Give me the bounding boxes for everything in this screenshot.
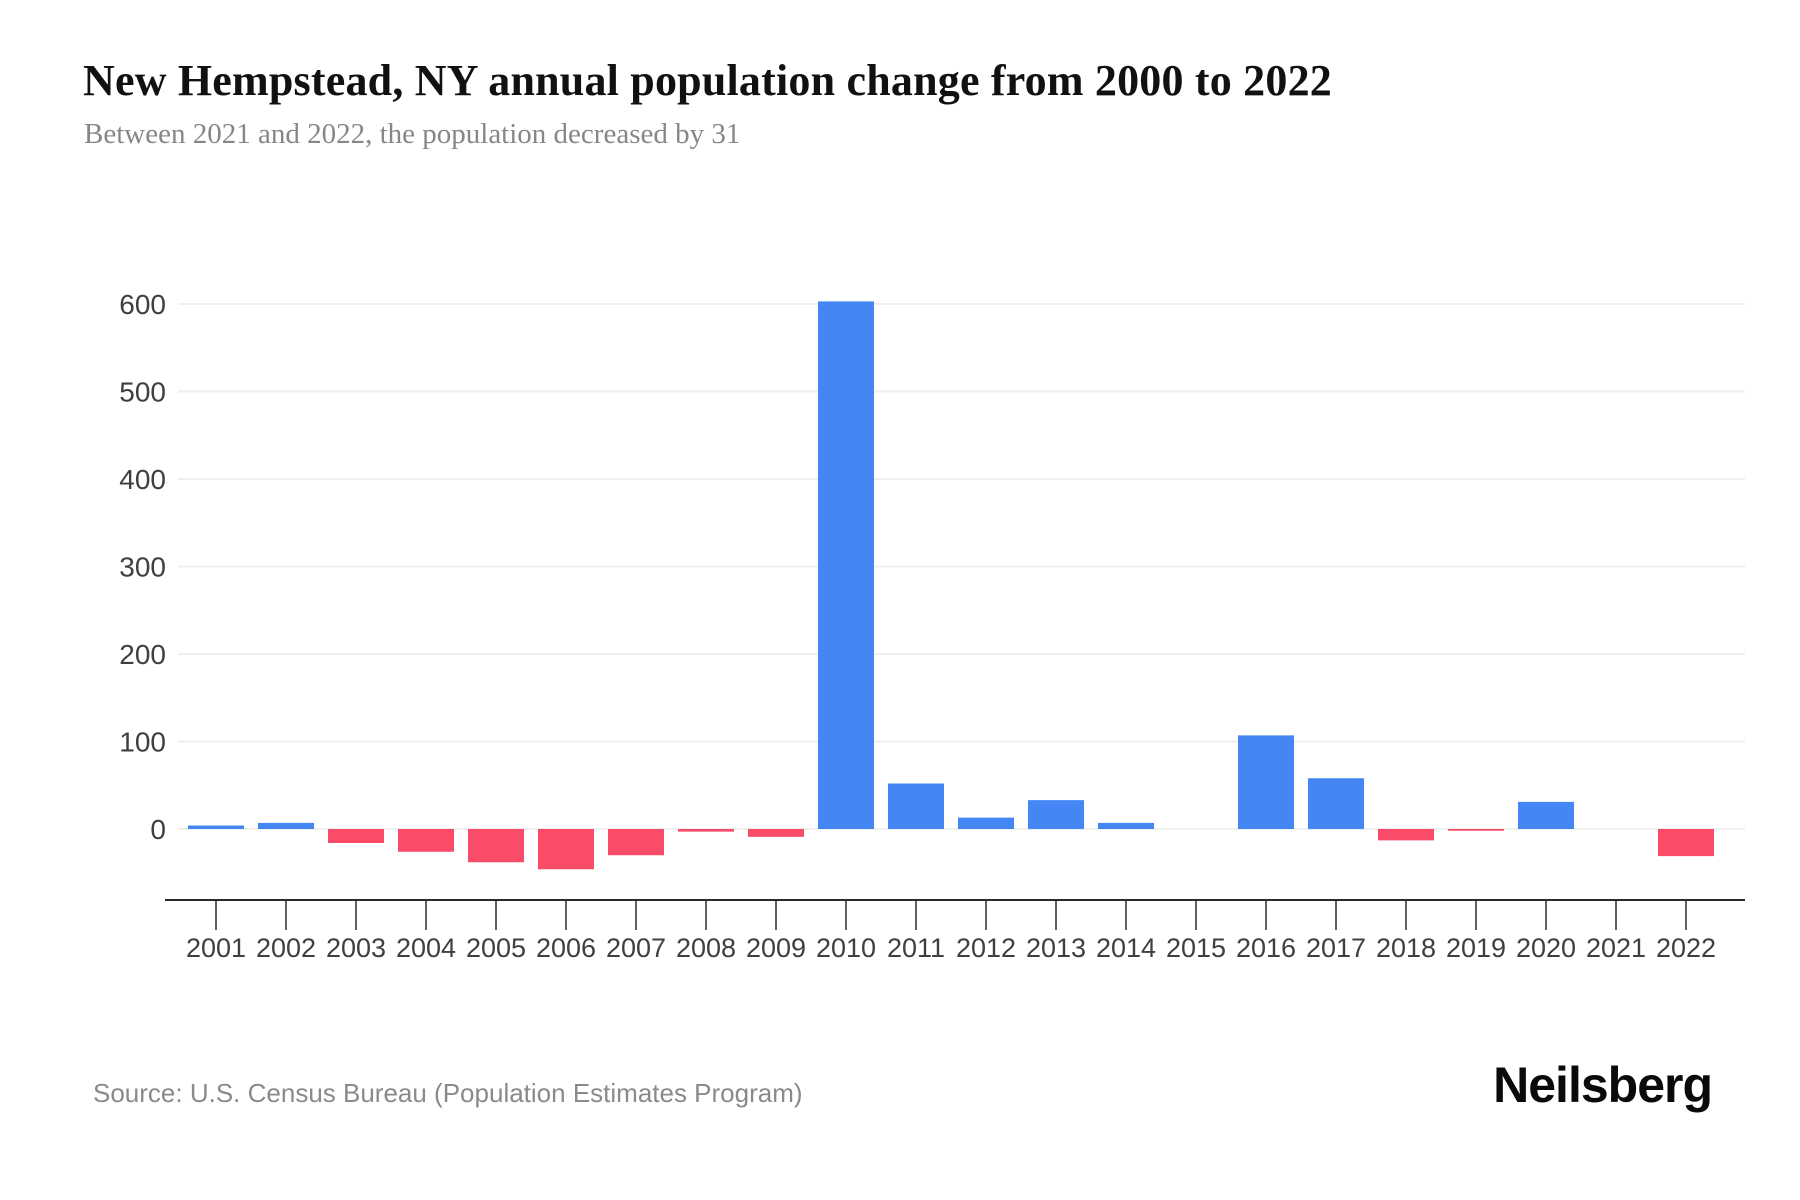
bar-2019[interactable] bbox=[1448, 829, 1504, 831]
x-axis-label-2015: 2015 bbox=[1166, 933, 1226, 963]
x-axis-label-2008: 2008 bbox=[676, 933, 736, 963]
x-axis-label-2002: 2002 bbox=[256, 933, 316, 963]
x-axis-label-2003: 2003 bbox=[326, 933, 386, 963]
brand-logo: Neilsberg bbox=[1493, 1057, 1713, 1113]
bar-2014[interactable] bbox=[1098, 822, 1154, 829]
x-axis-label-2001: 2001 bbox=[186, 933, 246, 963]
x-axis-label-2005: 2005 bbox=[466, 933, 526, 963]
bar-2022[interactable] bbox=[1658, 829, 1714, 857]
x-axis-label-2019: 2019 bbox=[1446, 933, 1506, 963]
bar-chart-plot: 0 100 200 300 400 500 600 2001 2002 2003 2004 2005 2… bbox=[119, 289, 1745, 963]
x-axis-label-2006: 2006 bbox=[536, 933, 596, 963]
bar-2021[interactable] bbox=[1588, 828, 1644, 830]
chart-subtitle: Between 2021 and 2022, the population de… bbox=[84, 118, 741, 150]
bar-2007[interactable] bbox=[608, 829, 664, 856]
x-axis-label-2021: 2021 bbox=[1586, 933, 1646, 963]
bar-2017[interactable] bbox=[1308, 778, 1364, 829]
bar-2003[interactable] bbox=[328, 829, 384, 843]
y-axis-label-0: 0 bbox=[150, 814, 166, 845]
bar-2018[interactable] bbox=[1378, 829, 1434, 841]
x-axis-label-2022: 2022 bbox=[1656, 933, 1716, 963]
y-axis-label-400: 400 bbox=[119, 464, 166, 495]
bar-2020[interactable] bbox=[1518, 801, 1574, 829]
bar-2002[interactable] bbox=[258, 822, 314, 829]
x-axis-label-2017: 2017 bbox=[1306, 933, 1366, 963]
bar-2005[interactable] bbox=[468, 829, 524, 863]
x-axis-label-2018: 2018 bbox=[1376, 933, 1436, 963]
bar-2004[interactable] bbox=[398, 829, 454, 852]
bar-2016[interactable] bbox=[1238, 735, 1294, 829]
y-axis-label-600: 600 bbox=[119, 289, 166, 320]
x-axis-label-2007: 2007 bbox=[606, 933, 666, 963]
bar-2009[interactable] bbox=[748, 829, 804, 837]
bar-2015[interactable] bbox=[1168, 828, 1224, 830]
y-axis-label-100: 100 bbox=[119, 727, 166, 758]
y-axis-label-200: 200 bbox=[119, 639, 166, 670]
source-note: Source: U.S. Census Bureau (Population E… bbox=[93, 1078, 803, 1108]
x-axis-label-2004: 2004 bbox=[396, 933, 456, 963]
bar-2006[interactable] bbox=[538, 829, 594, 870]
x-axis-label-2020: 2020 bbox=[1516, 933, 1576, 963]
x-axis-label-2013: 2013 bbox=[1026, 933, 1086, 963]
bar-2013[interactable] bbox=[1028, 800, 1084, 829]
bar-2011[interactable] bbox=[888, 783, 944, 830]
bar-2012[interactable] bbox=[958, 817, 1014, 829]
x-axis-label-2012: 2012 bbox=[956, 933, 1016, 963]
x-axis-label-2016: 2016 bbox=[1236, 933, 1296, 963]
chart-title: New Hempstead, NY annual population chan… bbox=[83, 56, 1332, 105]
x-axis-label-2010: 2010 bbox=[816, 933, 876, 963]
y-axis-label-500: 500 bbox=[119, 377, 166, 408]
x-axis-label-2009: 2009 bbox=[746, 933, 806, 963]
bar-2001[interactable] bbox=[188, 825, 244, 830]
y-axis-label-300: 300 bbox=[119, 552, 166, 583]
x-axis-label-2014: 2014 bbox=[1096, 933, 1156, 963]
x-axis-label-2011: 2011 bbox=[887, 933, 945, 963]
bar-2008[interactable] bbox=[678, 829, 734, 832]
bar-2010[interactable] bbox=[818, 301, 874, 829]
